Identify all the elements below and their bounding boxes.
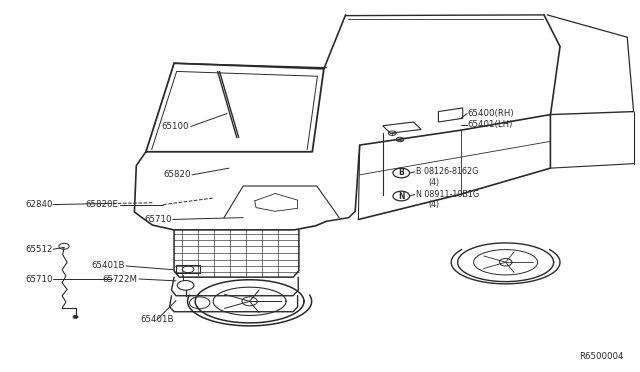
Text: N: N [398,192,404,201]
Text: R6500004: R6500004 [579,352,624,361]
Text: 65400(RH): 65400(RH) [467,109,514,118]
Text: B: B [399,169,404,177]
Text: 65820E: 65820E [85,200,118,209]
Circle shape [393,168,410,178]
Text: 65401(LH): 65401(LH) [467,120,513,129]
Text: 65512: 65512 [25,245,52,254]
Text: 65710: 65710 [25,275,52,283]
Text: 65100: 65100 [161,122,189,131]
Text: (4): (4) [429,200,440,209]
Text: 65722M: 65722M [102,275,138,283]
Text: N 08911-10B1G: N 08911-10B1G [416,190,479,199]
Text: (4): (4) [429,178,440,187]
Text: B 08126-8162G: B 08126-8162G [416,167,478,176]
Circle shape [73,315,78,318]
Text: 65710: 65710 [144,215,172,224]
Text: 65820: 65820 [163,170,191,179]
Text: 65401B: 65401B [92,262,125,270]
Circle shape [393,191,410,201]
Text: 62840: 62840 [25,200,52,209]
Text: 65401B: 65401B [140,315,173,324]
